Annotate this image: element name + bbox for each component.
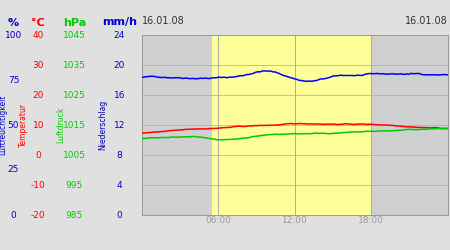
Text: 985: 985 <box>66 210 83 220</box>
Text: 50: 50 <box>8 120 19 130</box>
Text: 16: 16 <box>113 90 125 100</box>
Text: 1045: 1045 <box>63 30 86 40</box>
Text: °C: °C <box>32 18 45 28</box>
Text: 4: 4 <box>117 180 122 190</box>
Text: 16.01.08: 16.01.08 <box>142 16 184 26</box>
Text: 20: 20 <box>32 90 44 100</box>
Text: 40: 40 <box>32 30 44 40</box>
Text: %: % <box>8 18 19 28</box>
Text: 8: 8 <box>117 150 122 160</box>
Text: 0: 0 <box>11 210 16 220</box>
Text: -20: -20 <box>31 210 45 220</box>
Text: Luftfeuchtigkeit: Luftfeuchtigkeit <box>0 95 7 155</box>
Bar <box>212 35 371 215</box>
Text: Niederschlag: Niederschlag <box>98 100 107 150</box>
Text: 10: 10 <box>32 120 44 130</box>
Text: 12: 12 <box>113 120 125 130</box>
Text: 75: 75 <box>8 76 19 84</box>
Text: mm/h: mm/h <box>102 18 137 28</box>
Text: 100: 100 <box>5 30 22 40</box>
Text: 1035: 1035 <box>63 60 86 70</box>
Text: 1015: 1015 <box>63 120 86 130</box>
Text: 16.01.08: 16.01.08 <box>405 16 448 26</box>
Text: 0: 0 <box>36 150 41 160</box>
Text: 25: 25 <box>8 166 19 174</box>
Text: 995: 995 <box>66 180 83 190</box>
Text: 1025: 1025 <box>63 90 86 100</box>
Text: 24: 24 <box>113 30 125 40</box>
Text: 20: 20 <box>113 60 125 70</box>
Text: 0: 0 <box>117 210 122 220</box>
Text: -10: -10 <box>31 180 45 190</box>
Text: Luftdruck: Luftdruck <box>56 107 65 143</box>
Text: 1005: 1005 <box>63 150 86 160</box>
Text: Temperatur: Temperatur <box>19 103 28 147</box>
Text: 30: 30 <box>32 60 44 70</box>
Text: hPa: hPa <box>63 18 86 28</box>
